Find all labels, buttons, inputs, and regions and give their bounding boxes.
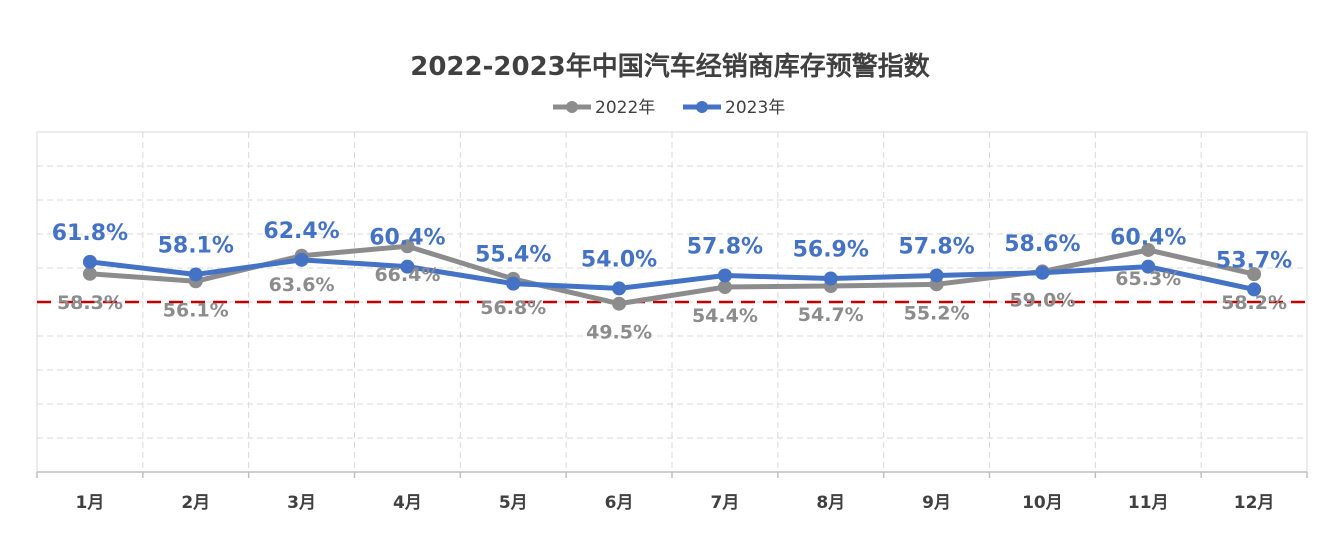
data-point-2023[interactable] bbox=[1247, 282, 1262, 297]
data-point-2023[interactable] bbox=[506, 276, 521, 291]
legend-marker-2023 bbox=[696, 101, 708, 113]
data-point-2023[interactable] bbox=[929, 268, 944, 283]
legend-label-2023: 2023年 bbox=[725, 98, 785, 118]
x-tick-label: 4月 bbox=[393, 493, 422, 513]
data-label-2022: 66.4% bbox=[374, 264, 440, 286]
x-ticks bbox=[36, 472, 1308, 478]
data-label-2023: 55.4% bbox=[475, 243, 551, 268]
legend-label-2022: 2022年 bbox=[595, 98, 655, 118]
data-label-2023: 56.9% bbox=[793, 238, 869, 263]
x-tick-label: 8月 bbox=[816, 493, 845, 513]
data-labels: 58.3% 56.1% 63.6% 66.4% 56.8% 49.5% 54.4% 54.7%… bbox=[52, 219, 1292, 344]
x-tick-label: 1月 bbox=[75, 493, 104, 513]
x-tick-label: 5月 bbox=[499, 493, 528, 513]
data-label-2023: 60.4% bbox=[369, 226, 445, 251]
data-label-2022: 56.8% bbox=[480, 297, 546, 319]
data-label-2023: 60.4% bbox=[1110, 226, 1186, 251]
data-label-2023: 58.6% bbox=[1004, 232, 1080, 257]
data-label-2023: 54.0% bbox=[581, 247, 657, 272]
data-label-2022: 58.2% bbox=[1221, 292, 1287, 314]
data-point-2023[interactable] bbox=[82, 254, 97, 269]
data-point-2022[interactable] bbox=[1141, 242, 1156, 257]
data-point-2023[interactable] bbox=[823, 271, 838, 286]
data-label-2023: 62.4% bbox=[263, 219, 339, 244]
data-point-2022[interactable] bbox=[400, 239, 415, 254]
x-tick-label: 3月 bbox=[287, 493, 316, 513]
data-label-2022: 54.7% bbox=[798, 304, 864, 326]
data-point-2022[interactable] bbox=[717, 280, 732, 295]
data-point-2022[interactable] bbox=[612, 296, 627, 311]
x-tick-label: 2月 bbox=[181, 493, 210, 513]
data-point-2023[interactable] bbox=[188, 267, 203, 282]
data-label-2022: 65.3% bbox=[1115, 268, 1181, 290]
legend: 2022年 2023年 bbox=[553, 98, 785, 118]
data-point-2022[interactable] bbox=[82, 266, 97, 281]
chart-title: 2022-2023年中国汽车经销商库存预警指数 bbox=[410, 51, 931, 82]
data-point-2023[interactable] bbox=[717, 268, 732, 283]
legend-item-2022[interactable]: 2022年 bbox=[553, 98, 655, 118]
legend-item-2023[interactable]: 2023年 bbox=[683, 98, 785, 118]
series-line-2023 bbox=[89, 257, 1255, 292]
data-point-2023[interactable] bbox=[400, 259, 415, 274]
x-tick-label: 10月 bbox=[1022, 493, 1063, 513]
data-label-2022: 56.1% bbox=[163, 299, 229, 321]
data-label-2023: 57.8% bbox=[687, 234, 763, 259]
data-point-2022[interactable] bbox=[1247, 267, 1262, 282]
data-label-2022: 59.0% bbox=[1009, 289, 1075, 311]
data-point-2023[interactable] bbox=[1141, 259, 1156, 274]
data-label-2022: 54.4% bbox=[692, 305, 758, 327]
x-tick-labels: 1月 2月 3月 4月 5月 6月 7月 8月 9月 10月 11月 12月 bbox=[75, 493, 1274, 513]
data-label-2023: 57.8% bbox=[898, 234, 974, 259]
x-tick-label: 12月 bbox=[1234, 493, 1275, 513]
data-label-2022: 58.3% bbox=[57, 292, 123, 314]
data-label-2023: 58.1% bbox=[158, 233, 234, 258]
x-tick-label: 7月 bbox=[710, 493, 739, 513]
data-label-2022: 63.6% bbox=[269, 274, 335, 296]
data-label-2023: 53.7% bbox=[1216, 248, 1292, 273]
data-label-2022: 55.2% bbox=[904, 302, 970, 324]
x-tick-label: 6月 bbox=[605, 493, 634, 513]
data-label-2022: 49.5% bbox=[586, 322, 652, 344]
x-tick-label: 9月 bbox=[922, 493, 951, 513]
series bbox=[82, 239, 1262, 311]
x-tick-label: 11月 bbox=[1128, 493, 1169, 513]
data-point-2023[interactable] bbox=[612, 281, 627, 296]
data-point-2023[interactable] bbox=[294, 252, 309, 267]
legend-marker-2022 bbox=[566, 101, 578, 113]
data-label-2023: 61.8% bbox=[52, 221, 128, 246]
data-point-2023[interactable] bbox=[1035, 265, 1050, 280]
